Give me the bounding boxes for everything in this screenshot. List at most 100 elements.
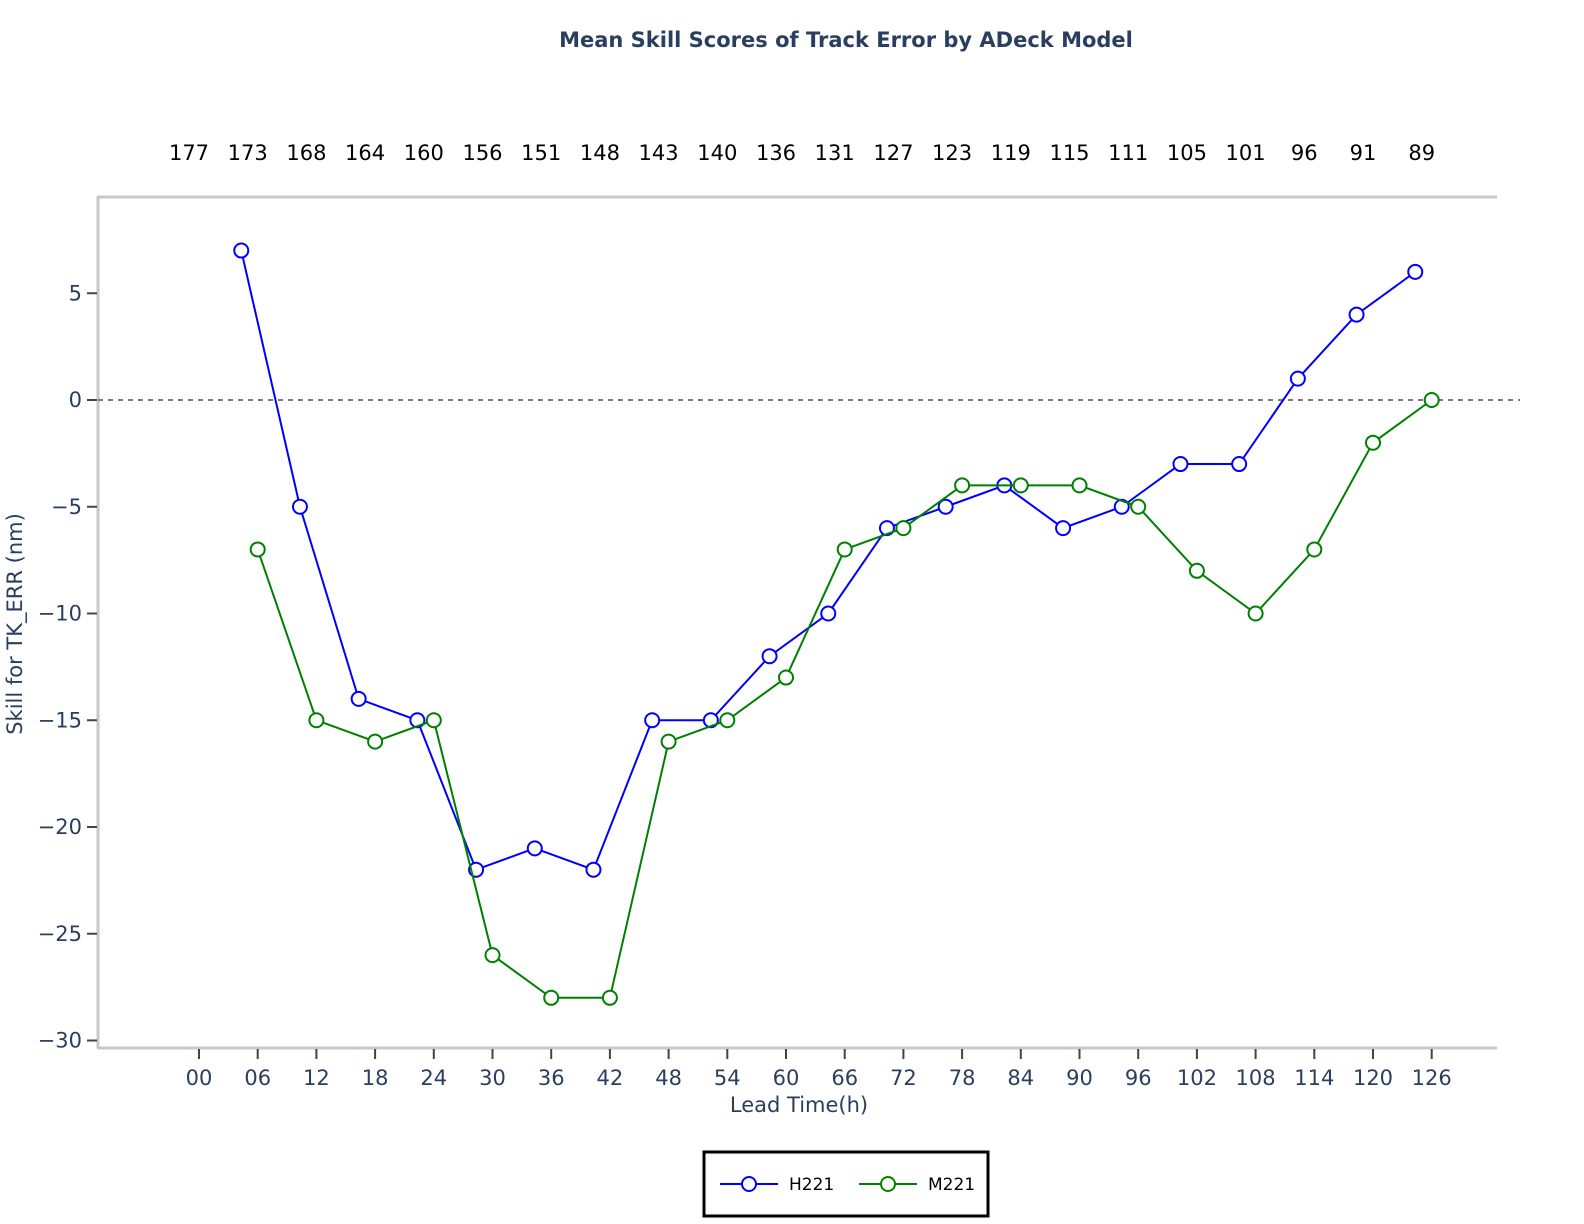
- data-point-h221: [1172, 456, 1189, 473]
- x-tick-label: 114: [1294, 1066, 1334, 1090]
- y-tick-label: −5: [51, 495, 82, 519]
- sample-count-label: 177: [169, 141, 209, 165]
- data-point-m221: [1012, 477, 1029, 494]
- data-point-m221: [660, 733, 677, 750]
- data-point-h221: [937, 498, 954, 515]
- series-layer: [233, 242, 1440, 1006]
- x-tick-label: 120: [1353, 1066, 1393, 1090]
- sample-count-label: 127: [873, 141, 913, 165]
- x-tick-label: 108: [1236, 1066, 1276, 1090]
- data-point-m221: [1247, 605, 1264, 622]
- sample-count-label: 91: [1350, 141, 1377, 165]
- data-point-h221: [350, 690, 367, 707]
- sample-count-label: 96: [1291, 141, 1318, 165]
- data-point-m221: [719, 712, 736, 729]
- data-point-m221: [778, 669, 794, 686]
- chart-title: Mean Skill Scores of Track Error by ADec…: [559, 28, 1133, 52]
- data-point-h221: [1348, 306, 1365, 323]
- data-point-m221: [836, 541, 853, 558]
- data-point-m221: [308, 712, 325, 729]
- x-tick-label: 48: [655, 1066, 682, 1090]
- data-point-h221: [1231, 456, 1248, 473]
- data-point-m221: [484, 947, 501, 964]
- x-tick-label: 84: [1007, 1066, 1034, 1090]
- data-point-m221: [1306, 541, 1323, 558]
- sample-count-label: 123: [932, 141, 972, 165]
- data-point-m221: [425, 712, 442, 729]
- data-point-h221: [1289, 370, 1306, 387]
- y-tick-label: −25: [38, 922, 82, 946]
- data-point-h221: [585, 861, 602, 878]
- sample-count-label: 173: [228, 141, 268, 165]
- sample-count-label: 136: [756, 141, 796, 165]
- x-tick-label: 78: [949, 1066, 976, 1090]
- x-tick-label: 30: [479, 1066, 506, 1090]
- sample-count-label: 89: [1408, 141, 1435, 165]
- x-tick-label: 24: [420, 1066, 447, 1090]
- legend-m221-marker: [880, 1176, 896, 1192]
- legend-h221-marker: [741, 1176, 757, 1192]
- x-tick-label: 96: [1125, 1066, 1152, 1090]
- y-tick-label: 5: [69, 281, 82, 305]
- data-point-h221: [820, 605, 837, 622]
- data-point-m221: [249, 541, 266, 558]
- data-point-h221: [644, 712, 661, 729]
- data-point-m221: [1423, 392, 1440, 408]
- data-point-h221: [291, 498, 308, 515]
- data-point-m221: [367, 733, 384, 750]
- legend-m221-label: M221: [928, 1175, 975, 1195]
- plot-frame: [96, 195, 1497, 1050]
- legend-h221-label: H221: [789, 1175, 834, 1195]
- x-tick-label: 42: [597, 1066, 624, 1090]
- y-axis-label: Skill for TK_ERR (nm): [3, 513, 28, 735]
- x-tick-label: 66: [831, 1066, 858, 1090]
- y-tick-label: 0: [69, 388, 82, 412]
- x-tick-label: 06: [244, 1066, 271, 1090]
- x-axis-label: Lead Time(h): [730, 1093, 868, 1117]
- sample-count-label: 160: [404, 141, 444, 165]
- x-tick-label: 54: [714, 1066, 741, 1090]
- x-tick-label: 00: [186, 1066, 213, 1090]
- sample-count-label: 151: [521, 141, 561, 165]
- sample-count-label: 105: [1167, 141, 1207, 165]
- sample-count-label: 140: [697, 141, 737, 165]
- x-tick-label: 12: [303, 1066, 330, 1090]
- sample-count-label: 131: [815, 141, 855, 165]
- series-line-m221: [256, 399, 1433, 999]
- y-tick-label: −10: [38, 602, 82, 626]
- data-point-h221: [526, 840, 543, 857]
- data-point-m221: [1188, 562, 1205, 579]
- x-axis-ticks: 00 06 12 18 24 30 36 42 48 54 60 66 72 78 84 90 96 102 108…: [186, 1049, 1452, 1090]
- sample-count-label: 101: [1226, 141, 1266, 165]
- x-tick-label: 72: [890, 1066, 917, 1090]
- sample-count-label: 143: [639, 141, 679, 165]
- y-axis-ticks: 5 0 −5 −10 −15 −20 −25 −30: [38, 281, 97, 1053]
- x-tick-label: 126: [1412, 1066, 1452, 1090]
- data-point-m221: [1071, 477, 1088, 494]
- sample-count-label: 115: [1049, 141, 1089, 165]
- y-tick-label: −20: [38, 815, 82, 839]
- x-tick-label: 36: [538, 1066, 565, 1090]
- data-point-m221: [1365, 434, 1381, 451]
- data-point-h221: [1055, 520, 1072, 537]
- sample-count-label: 168: [286, 141, 326, 165]
- data-point-m221: [601, 989, 618, 1006]
- y-tick-label: −15: [38, 708, 82, 732]
- y-tick-label: −30: [38, 1029, 82, 1053]
- sample-count-label: 119: [991, 141, 1031, 165]
- x-tick-label: 60: [773, 1066, 800, 1090]
- data-point-m221: [895, 520, 912, 537]
- sample-count-label: 164: [345, 141, 385, 165]
- x-tick-label: 18: [362, 1066, 389, 1090]
- data-point-h221: [761, 648, 778, 665]
- sample-count-label: 156: [462, 141, 502, 165]
- data-point-m221: [543, 989, 560, 1006]
- sample-counts: 177 173 168 164 160 156 151 148 143 140 136 131 127 1…: [169, 141, 1435, 165]
- sample-count-label: 111: [1108, 141, 1148, 165]
- legend-box: [702, 1150, 990, 1218]
- sample-count-label: 148: [580, 141, 620, 165]
- data-point-h221: [1407, 263, 1424, 280]
- data-point-m221: [954, 477, 971, 494]
- x-tick-label: 90: [1066, 1066, 1093, 1090]
